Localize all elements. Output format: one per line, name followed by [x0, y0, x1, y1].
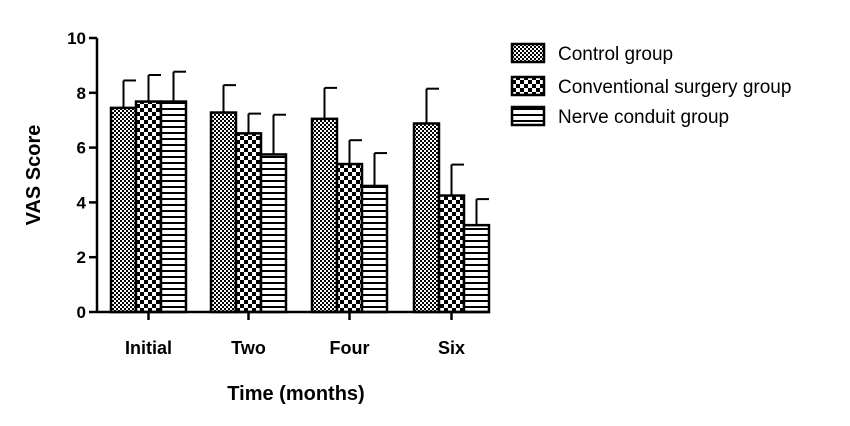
- bar-four-series-2: [335, 162, 364, 314]
- legend-label-2: Conventional surgery group: [558, 77, 791, 98]
- legend-swatch-3: [510, 105, 546, 127]
- plot-area: [109, 70, 491, 314]
- legend-label-1: Control group: [558, 44, 673, 65]
- legend-swatch-2: [510, 75, 546, 97]
- bar-two-series-3: [259, 153, 288, 314]
- y-tick-label-10: 10: [67, 29, 86, 48]
- y-tick-label-8: 8: [77, 84, 86, 103]
- bar-six-series-1: [412, 122, 441, 314]
- x-tick-label-initial: Initial: [125, 338, 172, 358]
- bar-four-series-3: [360, 184, 389, 314]
- x-axis: Initial Two Four Six: [97, 310, 490, 358]
- y-tick-label-6: 6: [77, 139, 86, 158]
- x-tick-label-six: Six: [438, 338, 465, 358]
- y-axis-title: VAS Score: [23, 125, 45, 226]
- bar-initial-series-3: [159, 100, 188, 314]
- legend: Control group Conventional surgery group N…: [510, 42, 791, 128]
- bar-four-series-1: [310, 117, 339, 314]
- legend-swatch-1: [510, 42, 546, 64]
- x-tick-label-two: Two: [231, 338, 266, 358]
- bar-two-series-2: [234, 132, 263, 314]
- y-tick-label-2: 2: [77, 248, 86, 267]
- bar-initial-series-1: [109, 106, 138, 314]
- y-axis: 0 2 4 6 8 10: [67, 29, 99, 322]
- bar-six-series-2: [437, 194, 466, 314]
- bar-initial-series-2: [134, 100, 163, 314]
- legend-label-3: Nerve conduit group: [558, 107, 729, 128]
- bar-six-series-3: [462, 223, 491, 314]
- bar-two-series-1: [209, 111, 238, 314]
- y-tick-label-4: 4: [77, 193, 87, 212]
- y-tick-label-0: 0: [77, 303, 86, 322]
- x-tick-label-four: Four: [330, 338, 370, 358]
- x-axis-title: Time (months): [227, 383, 364, 405]
